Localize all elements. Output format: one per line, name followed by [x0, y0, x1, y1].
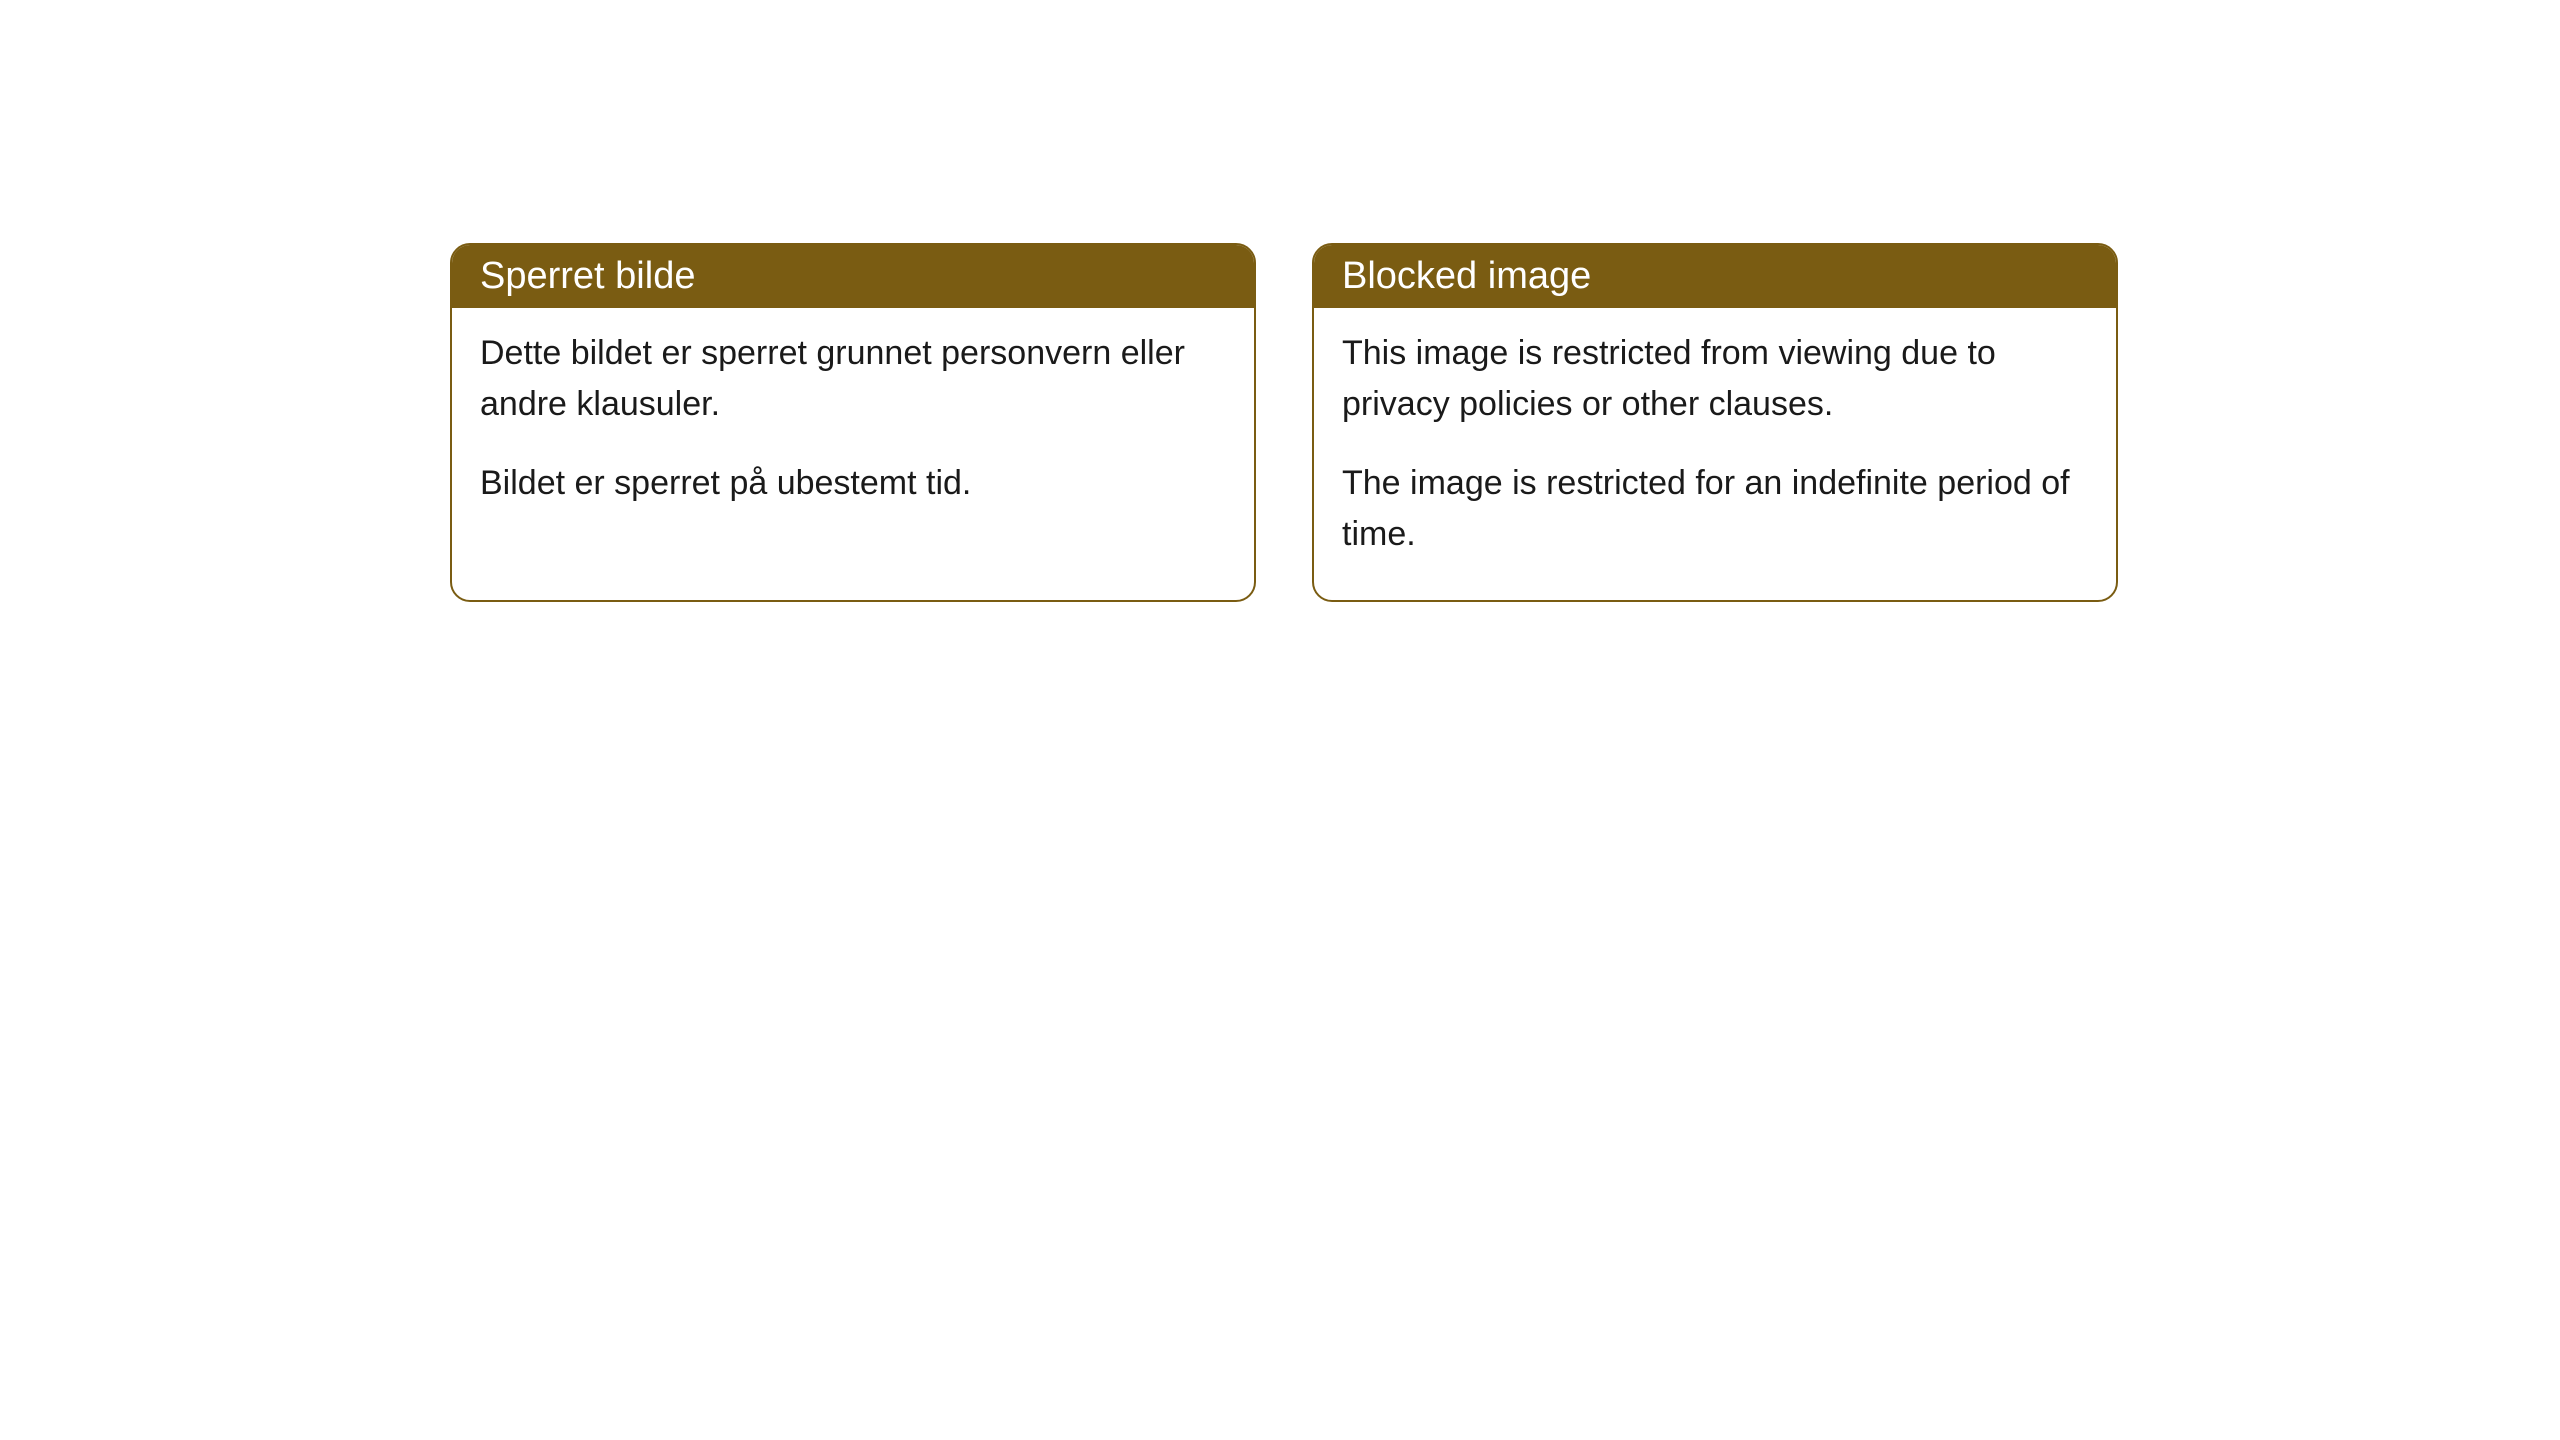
blocked-image-card-norwegian: Sperret bilde Dette bildet er sperret gr… [450, 243, 1256, 602]
card-title-english: Blocked image [1342, 255, 1591, 297]
card-header-norwegian: Sperret bilde [452, 245, 1254, 308]
card-paragraph-1-english: This image is restricted from viewing du… [1342, 328, 2088, 430]
card-body-english: This image is restricted from viewing du… [1314, 308, 2116, 600]
card-header-english: Blocked image [1314, 245, 2116, 308]
notice-container: Sperret bilde Dette bildet er sperret gr… [450, 243, 2118, 602]
card-paragraph-2-english: The image is restricted for an indefinit… [1342, 458, 2088, 560]
card-paragraph-1-norwegian: Dette bildet er sperret grunnet personve… [480, 328, 1226, 430]
blocked-image-card-english: Blocked image This image is restricted f… [1312, 243, 2118, 602]
card-body-norwegian: Dette bildet er sperret grunnet personve… [452, 308, 1254, 549]
card-paragraph-2-norwegian: Bildet er sperret på ubestemt tid. [480, 458, 1226, 509]
card-title-norwegian: Sperret bilde [480, 255, 695, 297]
